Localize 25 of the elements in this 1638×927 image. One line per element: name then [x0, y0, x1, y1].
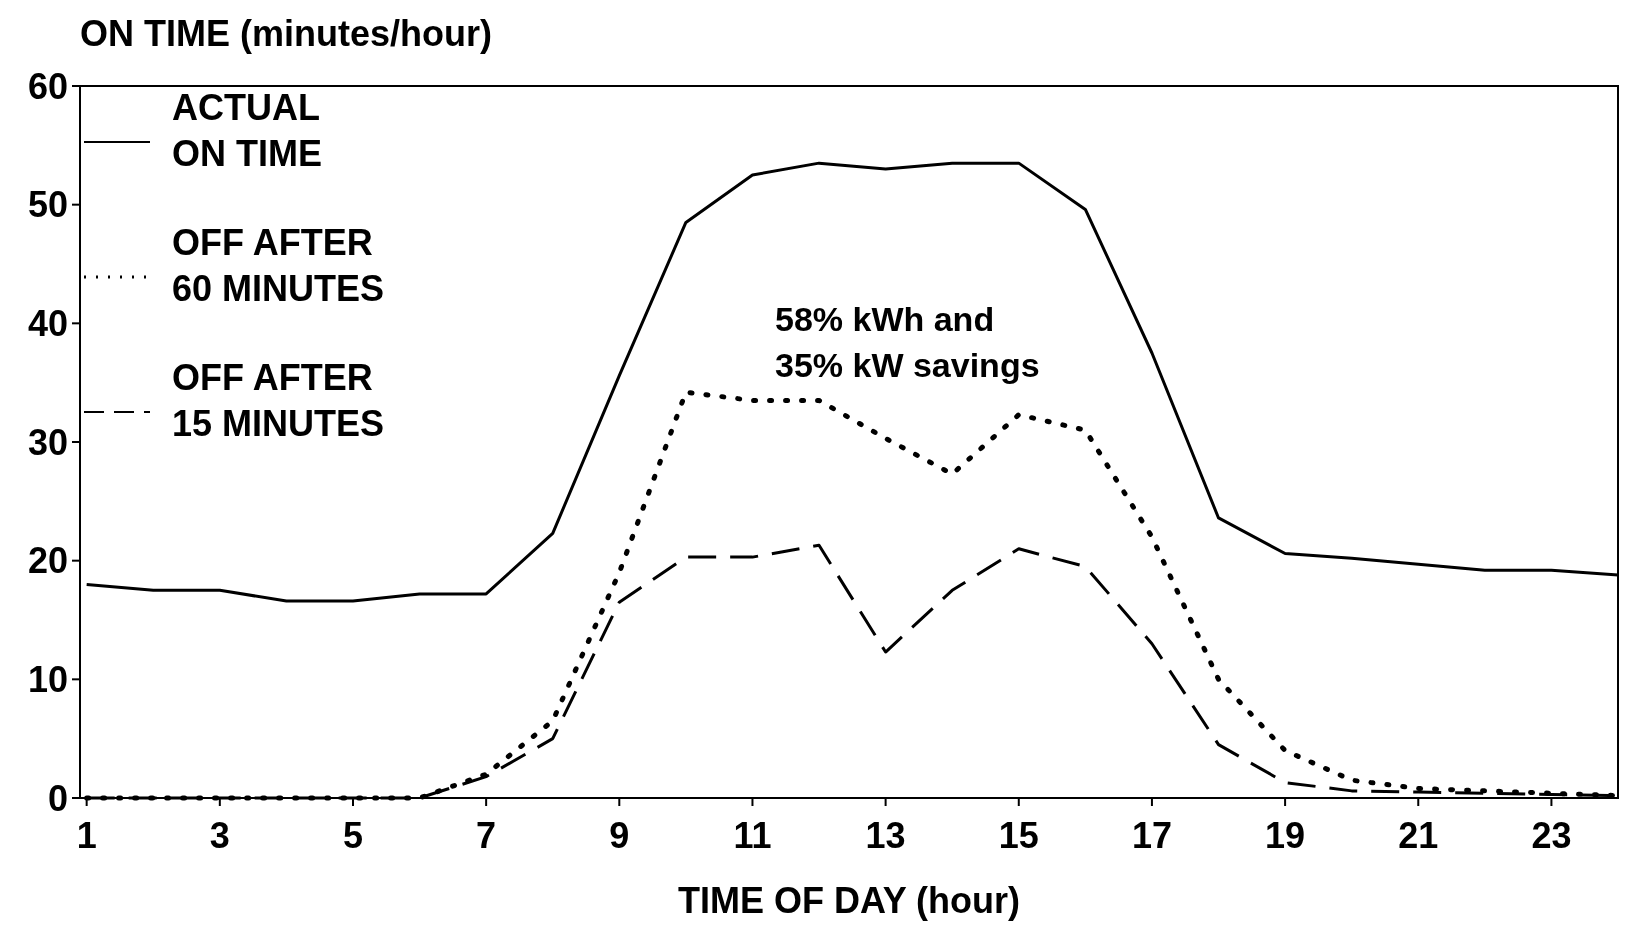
x-tick-label: 23 [1531, 815, 1572, 856]
x-tick-label: 5 [342, 815, 363, 856]
legend-label: OFF AFTER 15 MINUTES [172, 357, 385, 444]
x-tick-label: 15 [998, 815, 1039, 856]
x-tick-label: 7 [476, 815, 497, 856]
x-tick-label: 17 [1131, 815, 1172, 856]
y-tick-label: 40 [27, 302, 68, 344]
annotation: 58% kWh and 35% kW savings [775, 300, 1040, 384]
legend-label: ACTUAL ON TIME [172, 87, 322, 174]
y-tick-label: 10 [27, 658, 68, 700]
y-tick-label: 30 [27, 421, 68, 463]
x-tick-label: 9 [609, 815, 630, 856]
y-tick-label: 60 [27, 65, 68, 107]
x-axis-title: TIME OF DAY (hour) [678, 880, 1020, 921]
y-tick-label: 50 [27, 184, 68, 226]
y-tick-label: 20 [27, 540, 68, 582]
x-tick-label: 1 [76, 815, 97, 856]
x-tick-label: 3 [209, 815, 230, 856]
y-tick-label: 0 [47, 777, 68, 819]
legend-label: OFF AFTER 60 MINUTES [172, 222, 385, 309]
x-tick-label: 19 [1265, 815, 1306, 856]
x-tick-label: 21 [1398, 815, 1439, 856]
x-tick-label: 13 [865, 815, 906, 856]
chart-title: ON TIME (minutes/hour) [80, 13, 492, 54]
x-tick-label: 11 [733, 815, 772, 856]
